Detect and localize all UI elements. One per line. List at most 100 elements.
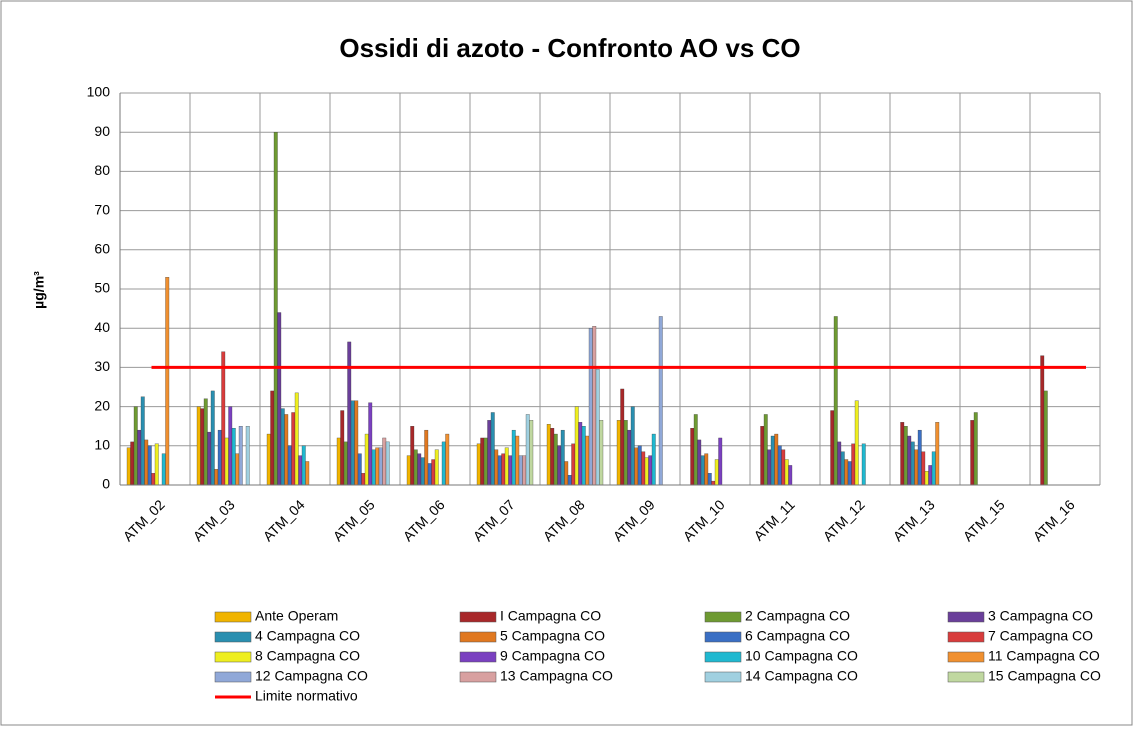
- bar: [931, 451, 936, 486]
- y-tick-label: 100: [87, 84, 111, 100]
- y-tick-label: 40: [94, 319, 110, 335]
- bar: [550, 428, 555, 486]
- bar: [560, 429, 565, 486]
- bar: [203, 398, 208, 486]
- y-tick-label: 80: [94, 162, 110, 178]
- bar: [431, 459, 436, 486]
- bar: [588, 328, 593, 486]
- bar: [273, 132, 278, 486]
- bar: [298, 455, 303, 486]
- bar: [644, 457, 649, 486]
- legend-swatch: [459, 611, 497, 623]
- bar: [284, 414, 289, 486]
- bar: [231, 428, 236, 486]
- bar: [697, 439, 702, 486]
- bar: [711, 480, 716, 486]
- bar: [700, 455, 705, 486]
- bar: [137, 429, 142, 486]
- legend-swatch: [947, 631, 985, 643]
- legend-swatch: [947, 651, 985, 663]
- bar: [165, 277, 170, 486]
- legend-label: 2 Campagna CO: [745, 608, 850, 624]
- bar: [490, 412, 495, 486]
- bar: [529, 420, 534, 486]
- bar: [704, 453, 709, 486]
- bar: [245, 426, 250, 486]
- bar: [291, 412, 296, 486]
- bar: [144, 439, 149, 486]
- bar: [620, 388, 625, 486]
- bar: [648, 455, 653, 486]
- bar: [760, 426, 765, 486]
- bar: [336, 437, 341, 486]
- legend-swatch: [214, 651, 252, 663]
- bar: [504, 447, 509, 486]
- bar: [441, 441, 446, 486]
- legend-label: I Campagna CO: [500, 608, 601, 624]
- bar: [501, 453, 506, 486]
- legend-label: 13 Campagna CO: [500, 668, 613, 684]
- bar: [364, 433, 369, 486]
- legend-label: 10 Campagna CO: [745, 648, 858, 664]
- bar: [630, 406, 635, 486]
- bar: [340, 410, 345, 486]
- legend-swatch: [459, 651, 497, 663]
- bar: [627, 429, 632, 486]
- chart-title: Ossidi di azoto - Confronto AO vs CO: [339, 33, 800, 63]
- y-axis-label: µg/m³: [31, 271, 47, 309]
- bar: [854, 400, 859, 486]
- bar: [844, 459, 849, 486]
- bar: [378, 447, 383, 486]
- bar: [595, 369, 600, 486]
- bar: [718, 437, 723, 486]
- bar: [546, 424, 551, 486]
- bar: [564, 461, 569, 486]
- bar: [851, 443, 856, 486]
- bar: [907, 435, 912, 486]
- bar: [578, 422, 583, 486]
- bar: [1043, 390, 1048, 486]
- bar: [847, 461, 852, 486]
- bar: [382, 437, 387, 486]
- bar: [634, 447, 639, 486]
- y-tick-label: 90: [94, 123, 110, 139]
- legend-label: 5 Campagna CO: [500, 628, 605, 644]
- bar: [494, 449, 499, 486]
- legend-label: 7 Campagna CO: [988, 628, 1093, 644]
- bar: [616, 420, 621, 486]
- legend-swatch: [214, 631, 252, 643]
- bar: [210, 390, 215, 486]
- bar: [417, 453, 422, 486]
- legend-swatch: [704, 611, 742, 623]
- bar: [574, 406, 579, 486]
- legend-label: 15 Campagna CO: [988, 668, 1101, 684]
- bar: [693, 414, 698, 486]
- bar: [518, 455, 523, 486]
- bar: [774, 433, 779, 486]
- legend-swatch: [704, 631, 742, 643]
- bar: [126, 447, 131, 486]
- bar: [371, 449, 376, 486]
- bar: [1040, 355, 1045, 486]
- y-tick-label: 20: [94, 397, 110, 413]
- legend-swatch: [459, 671, 497, 683]
- bar: [487, 420, 492, 486]
- y-tick-label: 70: [94, 201, 110, 217]
- legend-label: 11 Campagna CO: [988, 648, 1100, 664]
- legend-label: 3 Campagna CO: [988, 608, 1093, 624]
- bar: [767, 449, 772, 486]
- bar: [151, 473, 156, 486]
- bar: [910, 441, 915, 486]
- legend-label: 12 Campagna CO: [255, 668, 368, 684]
- bar: [385, 441, 390, 486]
- bar: [228, 406, 233, 486]
- bar: [599, 420, 604, 486]
- bar: [830, 410, 835, 486]
- legend-swatch: [214, 611, 252, 623]
- bar: [361, 473, 366, 486]
- bar: [480, 437, 485, 486]
- bar: [508, 455, 513, 486]
- legend-swatch: [947, 611, 985, 623]
- bar: [280, 408, 285, 486]
